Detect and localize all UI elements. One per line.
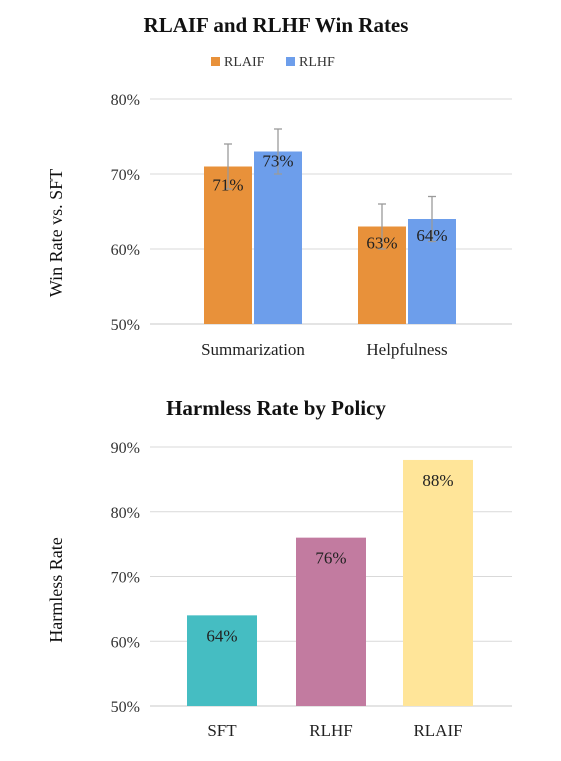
- bar-sft: [187, 615, 257, 706]
- y-tick-label: 80%: [111, 505, 140, 522]
- legend-label-rlaif: RLAIF: [224, 55, 265, 70]
- legend-swatch-rlhf: [286, 57, 295, 66]
- data-label: 73%: [262, 152, 293, 171]
- x-tick-label: Summarization: [201, 340, 305, 359]
- data-label: 76%: [315, 549, 346, 568]
- y-axis-label: Win Rate vs. SFT: [46, 169, 66, 297]
- legend-swatch-rlaif: [211, 57, 220, 66]
- y-tick-label: 90%: [111, 440, 140, 457]
- data-label: 64%: [206, 626, 237, 645]
- y-tick-label: 80%: [111, 92, 140, 109]
- y-axis-label: Harmless Rate: [46, 537, 66, 642]
- legend-label-rlhf: RLHF: [299, 55, 335, 70]
- bar-rlaif: [403, 459, 473, 706]
- win-rate-chart: RLAIF and RLHF Win Rates RLAIF RLHF Win …: [46, 13, 512, 359]
- x-tick-label: SFT: [207, 721, 237, 740]
- data-label: 63%: [366, 234, 397, 253]
- y-tick-label: 60%: [111, 634, 140, 651]
- chart-title: RLAIF and RLHF Win Rates: [144, 13, 409, 37]
- harmless-rate-chart: Harmless Rate by Policy Harmless Rate 50…: [46, 396, 512, 740]
- y-tick-label: 60%: [111, 242, 140, 259]
- data-label: 88%: [422, 471, 453, 490]
- y-tick-label: 70%: [111, 570, 140, 587]
- bar-rlhf: [296, 537, 366, 706]
- chart-title: Harmless Rate by Policy: [166, 396, 386, 420]
- y-tick-label: 70%: [111, 167, 140, 184]
- y-tick-label: 50%: [111, 317, 140, 334]
- bar-rlaif-summarization: [204, 166, 252, 324]
- bar-rlhf-summarization: [254, 151, 302, 324]
- data-label: 71%: [212, 176, 243, 195]
- x-tick-label: Helpfulness: [366, 340, 447, 359]
- legend: RLAIF RLHF: [211, 55, 335, 70]
- x-tick-label: RLAIF: [413, 721, 462, 740]
- data-label: 64%: [416, 226, 447, 245]
- x-tick-label: RLHF: [309, 721, 352, 740]
- y-tick-label: 50%: [111, 699, 140, 716]
